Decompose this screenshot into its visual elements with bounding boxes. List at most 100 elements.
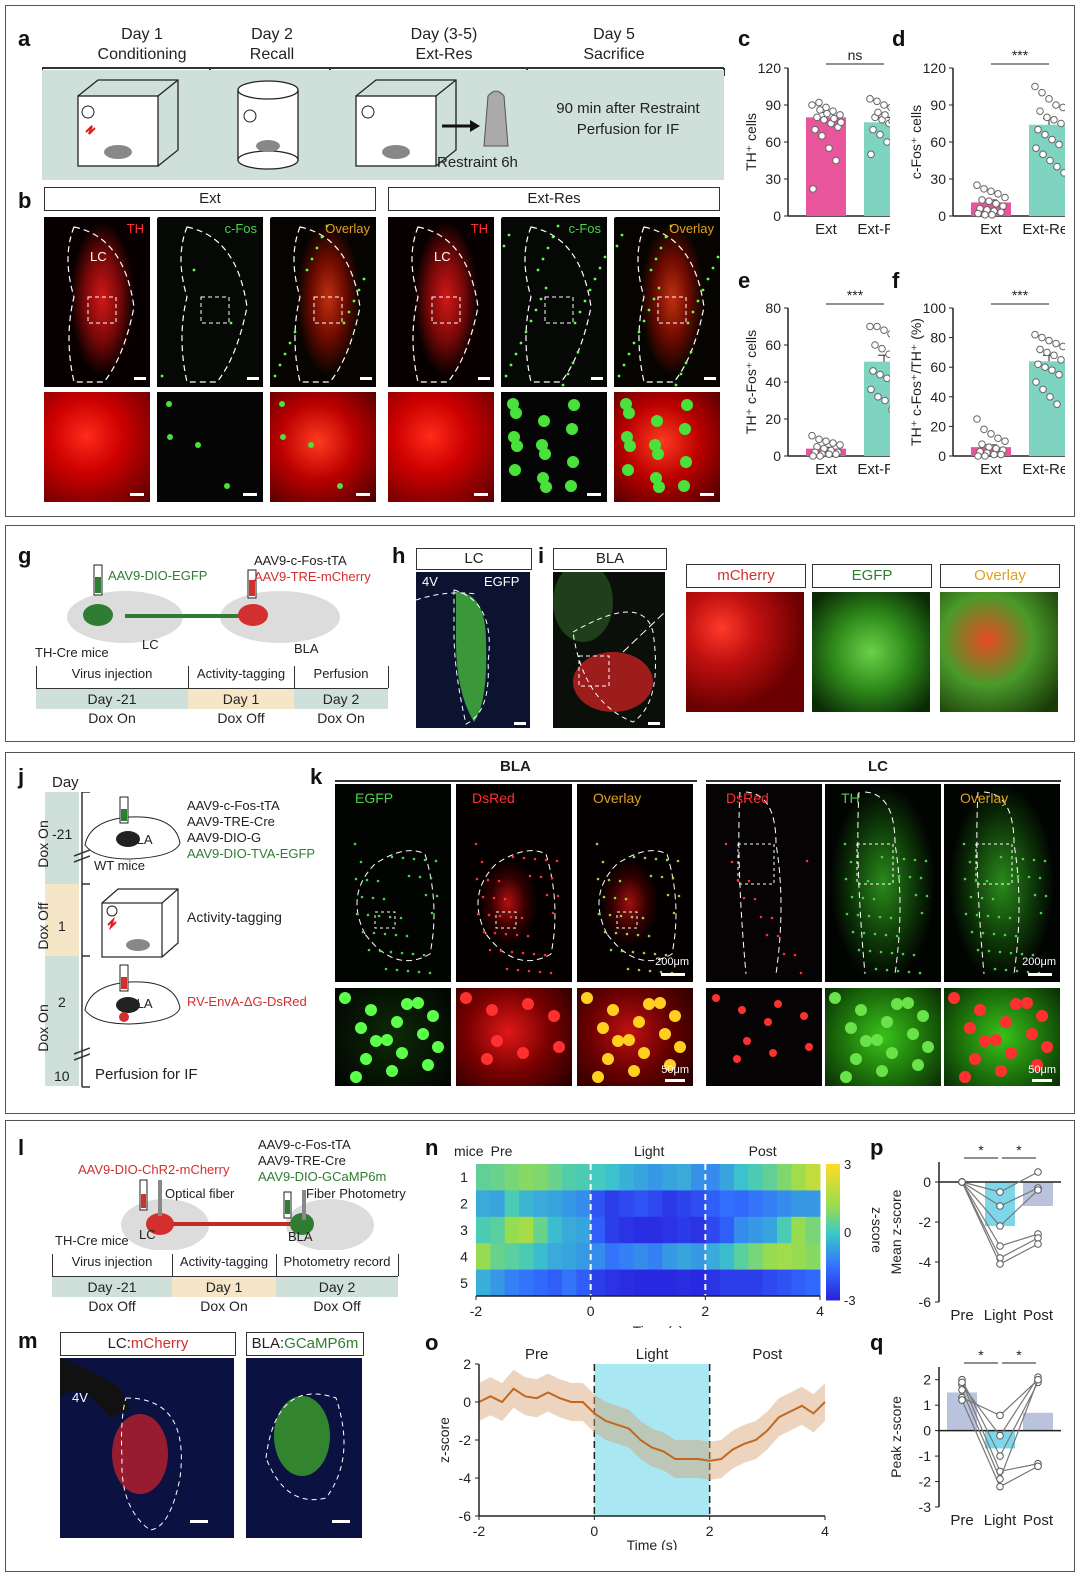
data-point bbox=[869, 125, 877, 134]
heat-cell bbox=[662, 1269, 678, 1297]
heat-cell bbox=[519, 1190, 534, 1218]
l-fiber-left: Optical fiber bbox=[165, 1186, 235, 1201]
data-point bbox=[997, 450, 1005, 459]
data-point bbox=[1050, 116, 1058, 124]
y-tick-label: 20 bbox=[930, 418, 946, 434]
heat-cell bbox=[791, 1243, 807, 1271]
heat-cell bbox=[777, 1216, 792, 1244]
subject-point bbox=[996, 1431, 1004, 1440]
j-rv: RV-EnvA-ΔG-DsRed bbox=[187, 994, 307, 1009]
y-tick-label: 80 bbox=[930, 330, 946, 346]
data-point bbox=[1039, 150, 1047, 159]
heat-cell bbox=[691, 1190, 706, 1218]
heat-cell bbox=[547, 1269, 563, 1297]
data-point bbox=[813, 113, 821, 122]
x-tick-label: Light bbox=[984, 1307, 1017, 1324]
data-point bbox=[867, 385, 875, 394]
data-point bbox=[994, 190, 1002, 198]
k-image-1: EGFP bbox=[335, 784, 451, 982]
heat-cell bbox=[676, 1190, 692, 1218]
j-row-2-dox: Dox Off bbox=[35, 902, 51, 950]
k-zoom-5-cells bbox=[829, 992, 934, 1083]
timeline-sep-3 bbox=[294, 666, 295, 688]
data-point bbox=[988, 210, 996, 219]
timeline-end bbox=[388, 666, 389, 688]
k-zoom-3-cells bbox=[581, 992, 686, 1083]
heat-cell bbox=[719, 1164, 735, 1191]
data-point bbox=[987, 187, 995, 196]
day3-name: Ext-Res bbox=[415, 46, 473, 63]
b-zoom-3 bbox=[270, 392, 376, 502]
b-zoom-2 bbox=[157, 392, 263, 502]
data-point bbox=[832, 450, 840, 458]
heat-cell bbox=[791, 1269, 807, 1297]
colorbar-cell bbox=[826, 1164, 840, 1168]
data-point bbox=[873, 97, 881, 106]
y-tick-label: 120 bbox=[758, 60, 782, 76]
panel-o-label: o bbox=[425, 1330, 439, 1355]
heat-cell bbox=[762, 1190, 778, 1218]
data-point bbox=[873, 322, 881, 331]
k-zoom-1 bbox=[335, 988, 451, 1086]
x-axis-label: Time (s) bbox=[627, 1537, 678, 1550]
l-fiber-right: Fiber Photometry bbox=[306, 1186, 406, 1201]
data-point bbox=[816, 452, 824, 460]
data-point bbox=[887, 330, 890, 338]
heat-cell bbox=[576, 1190, 592, 1218]
heat-cell bbox=[719, 1216, 735, 1244]
data-point bbox=[1032, 144, 1040, 152]
panel-g-label: g bbox=[18, 543, 32, 568]
data-point bbox=[876, 130, 884, 139]
timeline-dox-1: Dox Off bbox=[88, 1298, 136, 1314]
data-point bbox=[883, 374, 890, 383]
b-zoom-1 bbox=[44, 392, 150, 502]
epoch-label: Light bbox=[634, 1143, 664, 1159]
data-point bbox=[869, 367, 877, 375]
colorbar-cell bbox=[826, 1204, 840, 1209]
data-point bbox=[866, 322, 874, 331]
data-point bbox=[1052, 101, 1060, 109]
k-zoom-scale-label-6: 50μm bbox=[1028, 1064, 1056, 1076]
sig-label: * bbox=[978, 1142, 984, 1158]
heat-cell bbox=[748, 1243, 764, 1271]
y-tick-label: 0 bbox=[923, 1174, 931, 1190]
j-row-3-dox: Dox On bbox=[35, 1004, 51, 1052]
data-point bbox=[978, 440, 986, 448]
j-virus-3: AAV9-DIO-G bbox=[187, 830, 262, 845]
colorbar-cell bbox=[826, 1228, 840, 1233]
sem-band bbox=[479, 1369, 825, 1480]
timeline-sep-2 bbox=[188, 666, 189, 688]
b-tag-3: Overlay bbox=[325, 221, 370, 236]
k-bla-rule bbox=[335, 780, 697, 782]
colorbar-cell bbox=[826, 1208, 840, 1213]
timeline-day-2: Day 1 bbox=[172, 1276, 276, 1297]
i-overlay-zoom bbox=[940, 592, 1058, 712]
heat-cell bbox=[719, 1190, 735, 1218]
subject-point bbox=[996, 1452, 1004, 1460]
colorbar-tick: 0 bbox=[844, 1225, 851, 1240]
l-virus-left: AAV9-DIO-ChR2-mCherry bbox=[78, 1162, 230, 1177]
m-right-image bbox=[246, 1358, 362, 1538]
colorbar-cell bbox=[826, 1170, 840, 1175]
y-tick-label: 2 bbox=[463, 1356, 471, 1372]
data-point bbox=[1053, 400, 1061, 408]
heat-cell bbox=[676, 1269, 692, 1297]
data-point bbox=[1043, 113, 1051, 122]
colorbar-cell bbox=[826, 1177, 840, 1182]
heat-cell bbox=[519, 1243, 534, 1271]
data-point bbox=[987, 430, 995, 438]
b-zoom-scalebar-4 bbox=[474, 493, 488, 496]
heat-cell bbox=[691, 1243, 706, 1271]
heat-cell bbox=[748, 1164, 764, 1191]
data-point bbox=[1001, 437, 1009, 445]
timeline-day-2: Day 1 bbox=[188, 688, 294, 709]
data-point bbox=[1046, 393, 1054, 401]
b-zoom-6-cells bbox=[620, 398, 693, 493]
panel-h-label: h bbox=[392, 543, 406, 568]
heat-cell bbox=[676, 1216, 692, 1244]
j-row-4-day: 10 bbox=[54, 1068, 70, 1084]
data-point bbox=[1050, 351, 1058, 360]
b-tag-4: TH bbox=[470, 221, 488, 236]
subject-point bbox=[958, 1386, 966, 1394]
data-point bbox=[1034, 360, 1042, 369]
